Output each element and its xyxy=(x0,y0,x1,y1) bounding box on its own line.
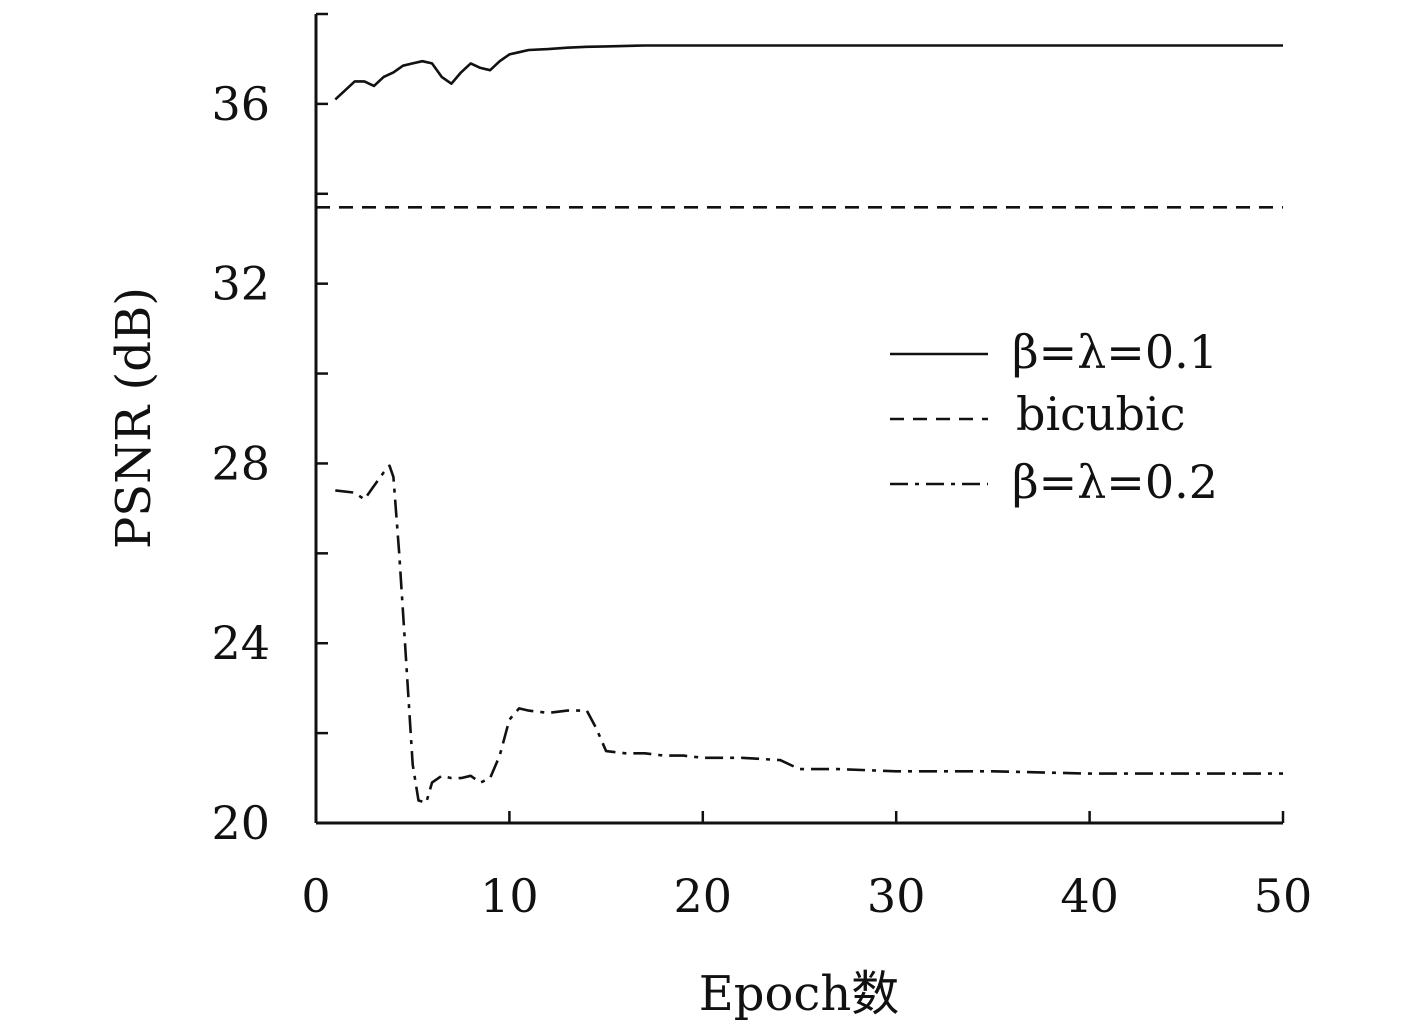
y-ticks: 20 24 28 32 36 xyxy=(211,12,328,850)
legend: β=λ=0.1 bicubic β=λ=0.2 xyxy=(890,325,1218,509)
y-tick-label-28: 28 xyxy=(211,436,270,490)
y-tick-label-32: 32 xyxy=(211,257,270,311)
legend-label-series-1: β=λ=0.1 xyxy=(1012,325,1218,379)
x-tick-label-10: 10 xyxy=(480,869,539,923)
x-tick-label-30: 30 xyxy=(867,869,926,923)
x-axis-title: Epoch数 xyxy=(699,966,899,1022)
legend-label-series-3: β=λ=0.2 xyxy=(1012,455,1218,509)
y-tick-label-24: 24 xyxy=(211,616,270,670)
x-tick-label-20: 20 xyxy=(674,869,733,923)
x-ticks: 0 10 20 30 40 50 xyxy=(301,811,1312,923)
x-tick-label-40: 40 xyxy=(1060,869,1119,923)
x-tick-label-0: 0 xyxy=(301,869,330,923)
series-line-3 xyxy=(335,464,1283,805)
x-tick-label-50: 50 xyxy=(1254,869,1313,923)
series-layer xyxy=(316,44,1283,805)
y-tick-label-36: 36 xyxy=(211,77,270,131)
y-tick-label-20: 20 xyxy=(211,796,270,850)
y-axis-title: PSNR (dB) xyxy=(106,287,162,549)
legend-label-series-2: bicubic xyxy=(1016,387,1185,441)
series-line-1 xyxy=(334,44,1283,101)
axes xyxy=(314,14,1283,825)
